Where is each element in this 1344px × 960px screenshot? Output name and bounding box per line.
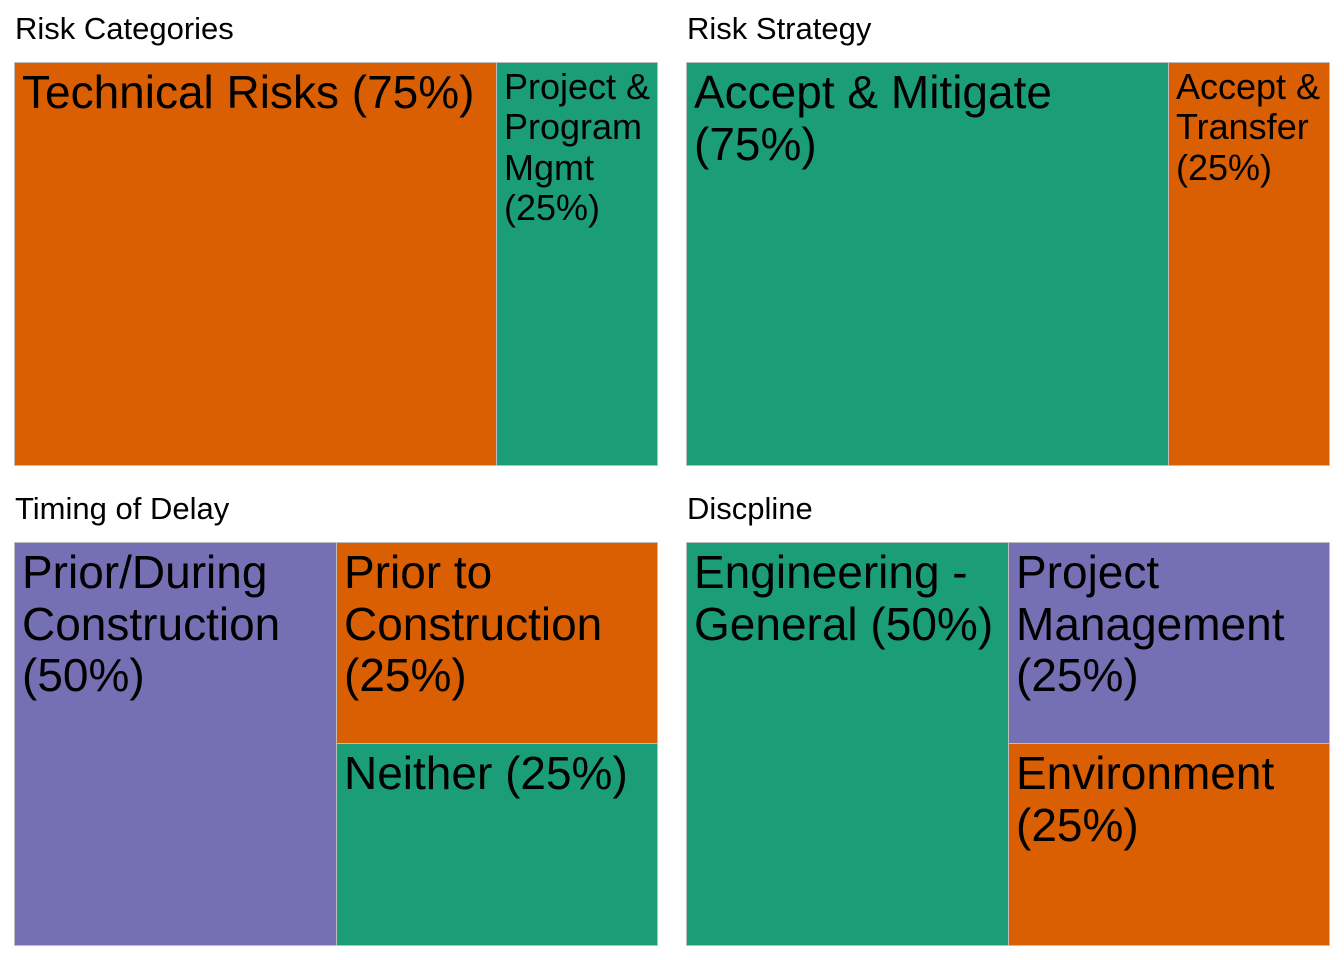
treemap-cell-label: Accept & Transfer (25%) [1176,66,1321,188]
treemap-cell-label: Accept & Mitigate (75%) [694,66,1052,170]
treemap-cell-label: Engineering - General (50%) [694,546,994,650]
risk-strategy-treemap: Accept & Mitigate (75%) Accept & Transfe… [686,62,1330,466]
treemap-cell-project-program-mgmt: Project & Program Mgmt (25%) [496,62,658,466]
discipline-treemap: Engineering - General (50%) Project Mana… [686,542,1330,946]
treemap-cell-label: Project Management (25%) [1016,546,1285,702]
timing-of-delay-title: Timing of Delay [15,491,230,526]
treemap-cell-technical-risks: Technical Risks (75%) [14,62,497,466]
risk-strategy-title: Risk Strategy [687,11,872,46]
risk-categories-title: Risk Categories [15,11,234,46]
treemap-cell-accept-transfer: Accept & Transfer (25%) [1168,62,1330,466]
treemap-cell-accept-mitigate: Accept & Mitigate (75%) [686,62,1169,466]
discipline-title: Discpline [687,491,813,526]
risk-categories-treemap: Technical Risks (75%) Project & Program … [14,62,658,466]
treemap-cell-environment: Environment (25%) [1008,743,1330,946]
treemap-cell-label: Technical Risks (75%) [22,66,475,118]
treemap-cell-label: Prior/During Construction (50%) [22,546,281,702]
treemap-cell-prior-to-construction: Prior to Construction (25%) [336,542,658,744]
treemap-cell-label: Project & Program Mgmt (25%) [504,66,651,228]
treemap-cell-engineering-general: Engineering - General (50%) [686,542,1009,946]
treemap-cell-project-management: Project Management (25%) [1008,542,1330,744]
timing-of-delay-treemap: Prior/During Construction (50%) Prior to… [14,542,658,946]
treemap-cell-prior-during-construction: Prior/During Construction (50%) [14,542,337,946]
treemap-cell-label: Neither (25%) [344,747,628,799]
treemap-cell-label: Prior to Construction (25%) [344,546,603,702]
treemap-cell-neither: Neither (25%) [336,743,658,946]
treemap-cell-label: Environment (25%) [1016,747,1275,851]
